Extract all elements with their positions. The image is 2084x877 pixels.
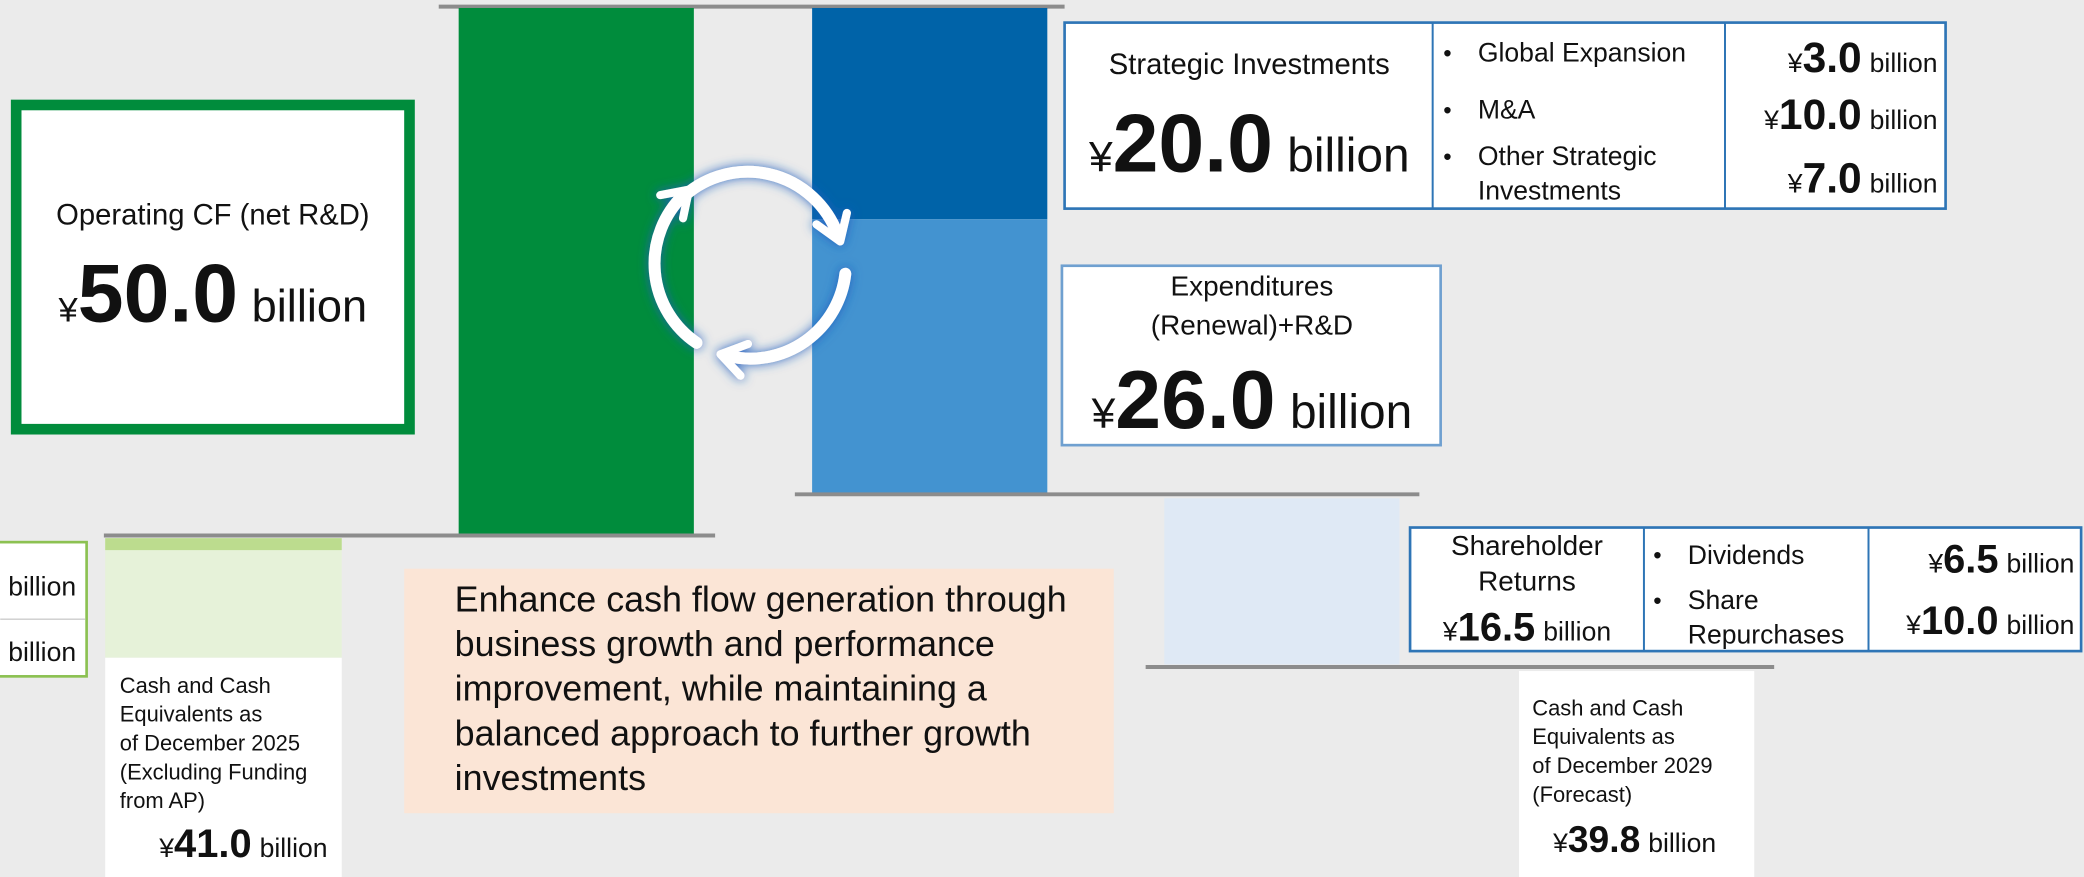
amount-value: 20.0 bbox=[1113, 97, 1273, 189]
amount-value: 39.8 bbox=[1568, 818, 1640, 860]
amount: ¥10.0 billion bbox=[1905, 599, 2074, 643]
cash-label: Equivalents as bbox=[1532, 724, 1675, 749]
bullet: • bbox=[1653, 587, 1661, 614]
message-line: investments bbox=[455, 758, 646, 798]
message-line: improvement, while maintaining a bbox=[455, 669, 987, 709]
item-name: Repurchases bbox=[1688, 620, 1845, 650]
cash-label: (Excluding Funding bbox=[120, 759, 308, 784]
currency: ¥ bbox=[1787, 169, 1803, 199]
cash-label: of December 2029 bbox=[1532, 753, 1712, 778]
partial-box bbox=[0, 540, 88, 678]
amount-unit: billion bbox=[1543, 616, 1611, 646]
amount-unit: billion bbox=[1290, 386, 1412, 439]
amount-value: 16.5 bbox=[1458, 605, 1536, 649]
amount: ¥50.0 billion bbox=[58, 248, 368, 340]
amount-unit: billion bbox=[1870, 169, 1938, 199]
expenditures-box bbox=[1060, 264, 1442, 447]
expenditures-label: (Renewal)+R&D bbox=[1151, 309, 1353, 340]
cash-2029-box bbox=[1519, 671, 1755, 877]
message-line: Enhance cash flow generation through bbox=[455, 579, 1067, 619]
expenditure-bar bbox=[812, 219, 1048, 495]
currency: ¥ bbox=[1552, 828, 1568, 858]
cash-label: (Forecast) bbox=[1532, 782, 1632, 807]
amount-value: 10.0 bbox=[1921, 599, 1999, 643]
currency: ¥ bbox=[1787, 48, 1803, 78]
amount: ¥39.8 billion bbox=[1552, 818, 1716, 860]
amount-unit: billion bbox=[1870, 105, 1938, 135]
currency: ¥ bbox=[158, 833, 174, 863]
item-name: Global Expansion bbox=[1478, 37, 1686, 67]
amount-unit: billion bbox=[2007, 610, 2075, 640]
bullet: • bbox=[1443, 40, 1451, 67]
cash-bar bbox=[105, 538, 342, 658]
cash-label: of December 2025 bbox=[120, 730, 300, 755]
bullet: • bbox=[1653, 542, 1661, 569]
amount-value: 41.0 bbox=[174, 822, 252, 866]
item-name: Investments bbox=[1478, 176, 1621, 206]
strategic-bar bbox=[812, 7, 1048, 220]
item-name: M&A bbox=[1478, 95, 1536, 125]
amount-value: 50.0 bbox=[78, 248, 238, 340]
shareholder-bar bbox=[1164, 498, 1400, 665]
item-name: Dividends bbox=[1688, 540, 1805, 570]
amount-value: 10.0 bbox=[1779, 92, 1862, 139]
currency: ¥ bbox=[1091, 391, 1116, 438]
bullet: • bbox=[1443, 97, 1451, 124]
amount: ¥10.0 billion bbox=[1763, 92, 1937, 139]
message-box bbox=[404, 568, 1114, 814]
expenditures-label: Expenditures bbox=[1171, 271, 1334, 302]
shareholder-label: Returns bbox=[1478, 566, 1576, 597]
cash-label: Cash and Cash bbox=[1532, 695, 1683, 720]
amount-value: 3.0 bbox=[1803, 35, 1862, 82]
cash-bar-top bbox=[105, 538, 342, 551]
amount-unit: billion bbox=[2007, 549, 2075, 579]
amount: ¥26.0 billion bbox=[1091, 354, 1413, 446]
shareholder-box bbox=[1408, 526, 2083, 653]
amount-unit: billion bbox=[1870, 48, 1938, 78]
currency: ¥ bbox=[1927, 549, 1943, 579]
currency: ¥ bbox=[1442, 616, 1458, 646]
cash-label: Cash and Cash bbox=[120, 673, 271, 698]
amount: ¥41.0 billion bbox=[158, 822, 327, 866]
item-name: Share bbox=[1688, 585, 1759, 615]
amount-unit: billion bbox=[252, 281, 367, 332]
cycle-icon bbox=[648, 165, 852, 380]
amount-unit: billion bbox=[1648, 828, 1716, 858]
item-name: Other Strategic bbox=[1478, 141, 1657, 171]
message-line: business growth and performance bbox=[455, 624, 995, 664]
cash-label: Equivalents as bbox=[120, 702, 263, 727]
strategic-box bbox=[1063, 21, 1947, 210]
message-line: balanced approach to further growth bbox=[455, 713, 1031, 753]
amount-unit: billion bbox=[260, 833, 328, 863]
amount-unit: billion bbox=[1287, 129, 1409, 182]
partial-unit: billion bbox=[8, 637, 76, 667]
amount: ¥3.0 billion bbox=[1787, 35, 1938, 82]
cash-2025-box bbox=[105, 657, 342, 877]
bullets: • • • • • bbox=[1443, 40, 1661, 614]
amount: ¥16.5 billion bbox=[1442, 605, 1611, 649]
amount-value: 26.0 bbox=[1115, 354, 1275, 446]
currency: ¥ bbox=[1763, 105, 1779, 135]
bullet: • bbox=[1443, 143, 1451, 170]
amount-value: 7.0 bbox=[1803, 156, 1862, 203]
amount: ¥20.0 billion bbox=[1088, 97, 1410, 189]
amount: ¥6.5 billion bbox=[1927, 538, 2074, 582]
amount-value: 6.5 bbox=[1943, 538, 1998, 582]
currency: ¥ bbox=[58, 292, 79, 330]
cash-label: from AP) bbox=[120, 788, 205, 813]
currency: ¥ bbox=[1905, 610, 1921, 640]
amount: ¥7.0 billion bbox=[1787, 156, 1938, 203]
operating-box bbox=[10, 99, 415, 435]
shareholder-label: Shareholder bbox=[1451, 530, 1603, 561]
partial-unit: billion bbox=[8, 572, 76, 602]
strategic-label: Strategic Investments bbox=[1109, 49, 1390, 81]
currency: ¥ bbox=[1088, 134, 1113, 181]
operating-label: Operating CF (net R&D) bbox=[56, 199, 369, 231]
